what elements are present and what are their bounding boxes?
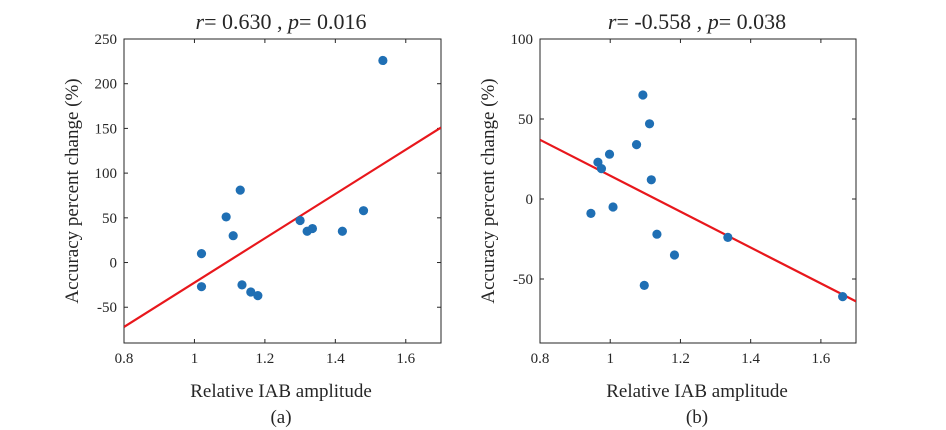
data-point-a: [196, 282, 207, 292]
data-point-b: [608, 202, 618, 212]
data-point-b: [586, 208, 596, 218]
data-point-b: [644, 119, 655, 129]
data-point-a: [196, 248, 207, 259]
data-point-a: [237, 280, 247, 290]
y-tick-label-a: 200: [95, 77, 118, 93]
data-point-a: [295, 215, 305, 226]
y-tick-label-a: 250: [95, 32, 118, 48]
y-tick-label-b: 50: [518, 112, 533, 128]
x-tick-label-b: 0.8: [531, 351, 550, 367]
data-point-a: [337, 226, 347, 236]
regression-line-b: [540, 138, 856, 303]
data-point-a: [246, 287, 256, 297]
data-point-a: [228, 231, 238, 241]
x-axis-label-a: Relative IAB amplitude: [190, 381, 372, 402]
data-point-b: [669, 250, 680, 260]
x-tick-label-b: 1.2: [671, 351, 690, 367]
y-tick-label-a: 50: [102, 211, 117, 227]
y-axis-label-a: Accuracy percent change (%): [62, 78, 83, 303]
y-tick-label-b: 100: [511, 32, 534, 48]
y-tick-label-a: 100: [95, 166, 118, 182]
x-tick-label-a: 1.4: [326, 351, 345, 367]
y-axis-label-b: Accuracy percent change (%): [478, 78, 499, 303]
data-point-b: [838, 292, 848, 302]
x-tick-label-b: 1.4: [741, 351, 760, 367]
data-point-b: [604, 149, 615, 159]
x-tick-label-b: 1: [606, 351, 614, 367]
x-tick-label-a: 1: [191, 351, 199, 367]
panel-caption-b: (b): [686, 407, 708, 428]
data-point-b: [723, 232, 733, 242]
plot-frame-b: [539, 38, 857, 344]
data-point-a: [235, 185, 245, 195]
data-point-b: [596, 164, 607, 174]
panel-caption-a: (a): [270, 407, 291, 428]
x-tick-label-a: 1.6: [396, 351, 415, 367]
chart-title-a: r= 0.630 , p= 0.016: [196, 9, 367, 34]
x-tick-label-a: 0.8: [115, 351, 134, 367]
data-point-a: [358, 206, 369, 216]
x-axis-label-b: Relative IAB amplitude: [606, 381, 788, 402]
chart-panel-a: r= 0.630 , p= 0.016 Accuracy percent cha…: [62, 9, 442, 428]
data-point-b: [638, 90, 648, 100]
x-tick-label-a: 1.2: [256, 351, 275, 367]
y-tick-label-b: 0: [526, 192, 534, 208]
regression-line-a: [124, 126, 441, 328]
data-point-b: [646, 175, 656, 185]
data-point-b: [639, 280, 649, 290]
x-tick-label-b: 1.6: [812, 351, 831, 367]
y-tick-label-a: -50: [97, 300, 117, 316]
chart-panel-b: r= -0.558 , p= 0.038 Accuracy percent ch…: [478, 9, 857, 428]
plot-frame-a: [123, 38, 442, 344]
data-point-b: [631, 140, 642, 150]
y-tick-label-b: -50: [513, 272, 533, 288]
y-tick-label-a: 0: [110, 256, 118, 272]
data-point-a: [253, 291, 263, 301]
data-point-a: [307, 223, 318, 234]
data-point-a: [221, 212, 231, 222]
data-point-b: [652, 229, 662, 239]
data-point-a: [378, 55, 388, 66]
chart-title-b: r= -0.558 , p= 0.038: [608, 9, 786, 34]
y-tick-label-a: 150: [95, 121, 118, 137]
